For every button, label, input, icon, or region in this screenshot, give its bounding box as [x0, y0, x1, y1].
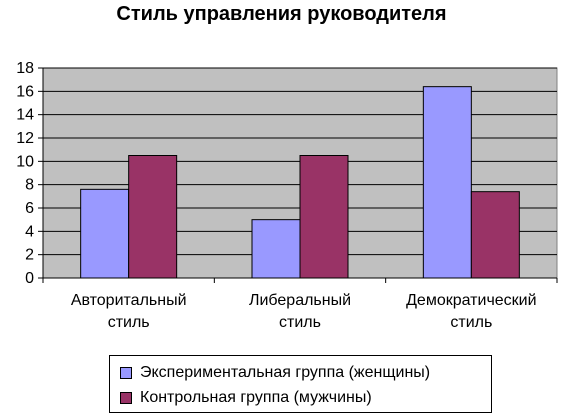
x-category-label: Демократический	[406, 292, 536, 309]
bar-2-3	[470, 191, 520, 279]
y-tick-label: 4	[25, 223, 34, 240]
y-tick-label: 8	[25, 177, 34, 194]
x-category-label: стиль	[279, 314, 321, 331]
y-tick-label: 10	[16, 153, 34, 170]
legend-item-series-2: Контрольная группа (мужчины)	[120, 387, 372, 409]
legend-label-series-2: Контрольная группа (мужчины)	[140, 389, 372, 406]
bar-2-1	[128, 155, 178, 279]
chart-title: Стиль управления руководителя	[116, 3, 447, 25]
y-tick-label: 12	[16, 130, 34, 147]
y-tick-label: 14	[16, 107, 34, 124]
y-tick-label: 18	[16, 60, 34, 77]
x-category-label: Авторитальный	[71, 292, 187, 309]
legend-swatch-series-2	[120, 392, 132, 404]
bar-1-2	[251, 219, 301, 279]
bar-1-3	[422, 86, 472, 279]
y-tick-label: 6	[25, 200, 34, 217]
y-tick-label: 2	[25, 247, 34, 264]
x-category-label: стиль	[450, 314, 492, 331]
bar-1-1	[80, 188, 130, 279]
legend-label-series-1: Экспериментальная группа (женщины)	[140, 364, 431, 381]
y-tick-label: 16	[16, 83, 34, 100]
bar-2-2	[299, 155, 349, 279]
legend-item-series-1: Экспериментальная группа (женщины)	[120, 362, 430, 384]
x-category-label: стиль	[108, 314, 150, 331]
x-category-label: Либеральный	[249, 292, 351, 309]
legend-swatch-series-1	[120, 367, 132, 379]
y-tick-label: 0	[25, 270, 34, 287]
legend: Экспериментальная группа (женщины) Контр…	[109, 355, 492, 413]
